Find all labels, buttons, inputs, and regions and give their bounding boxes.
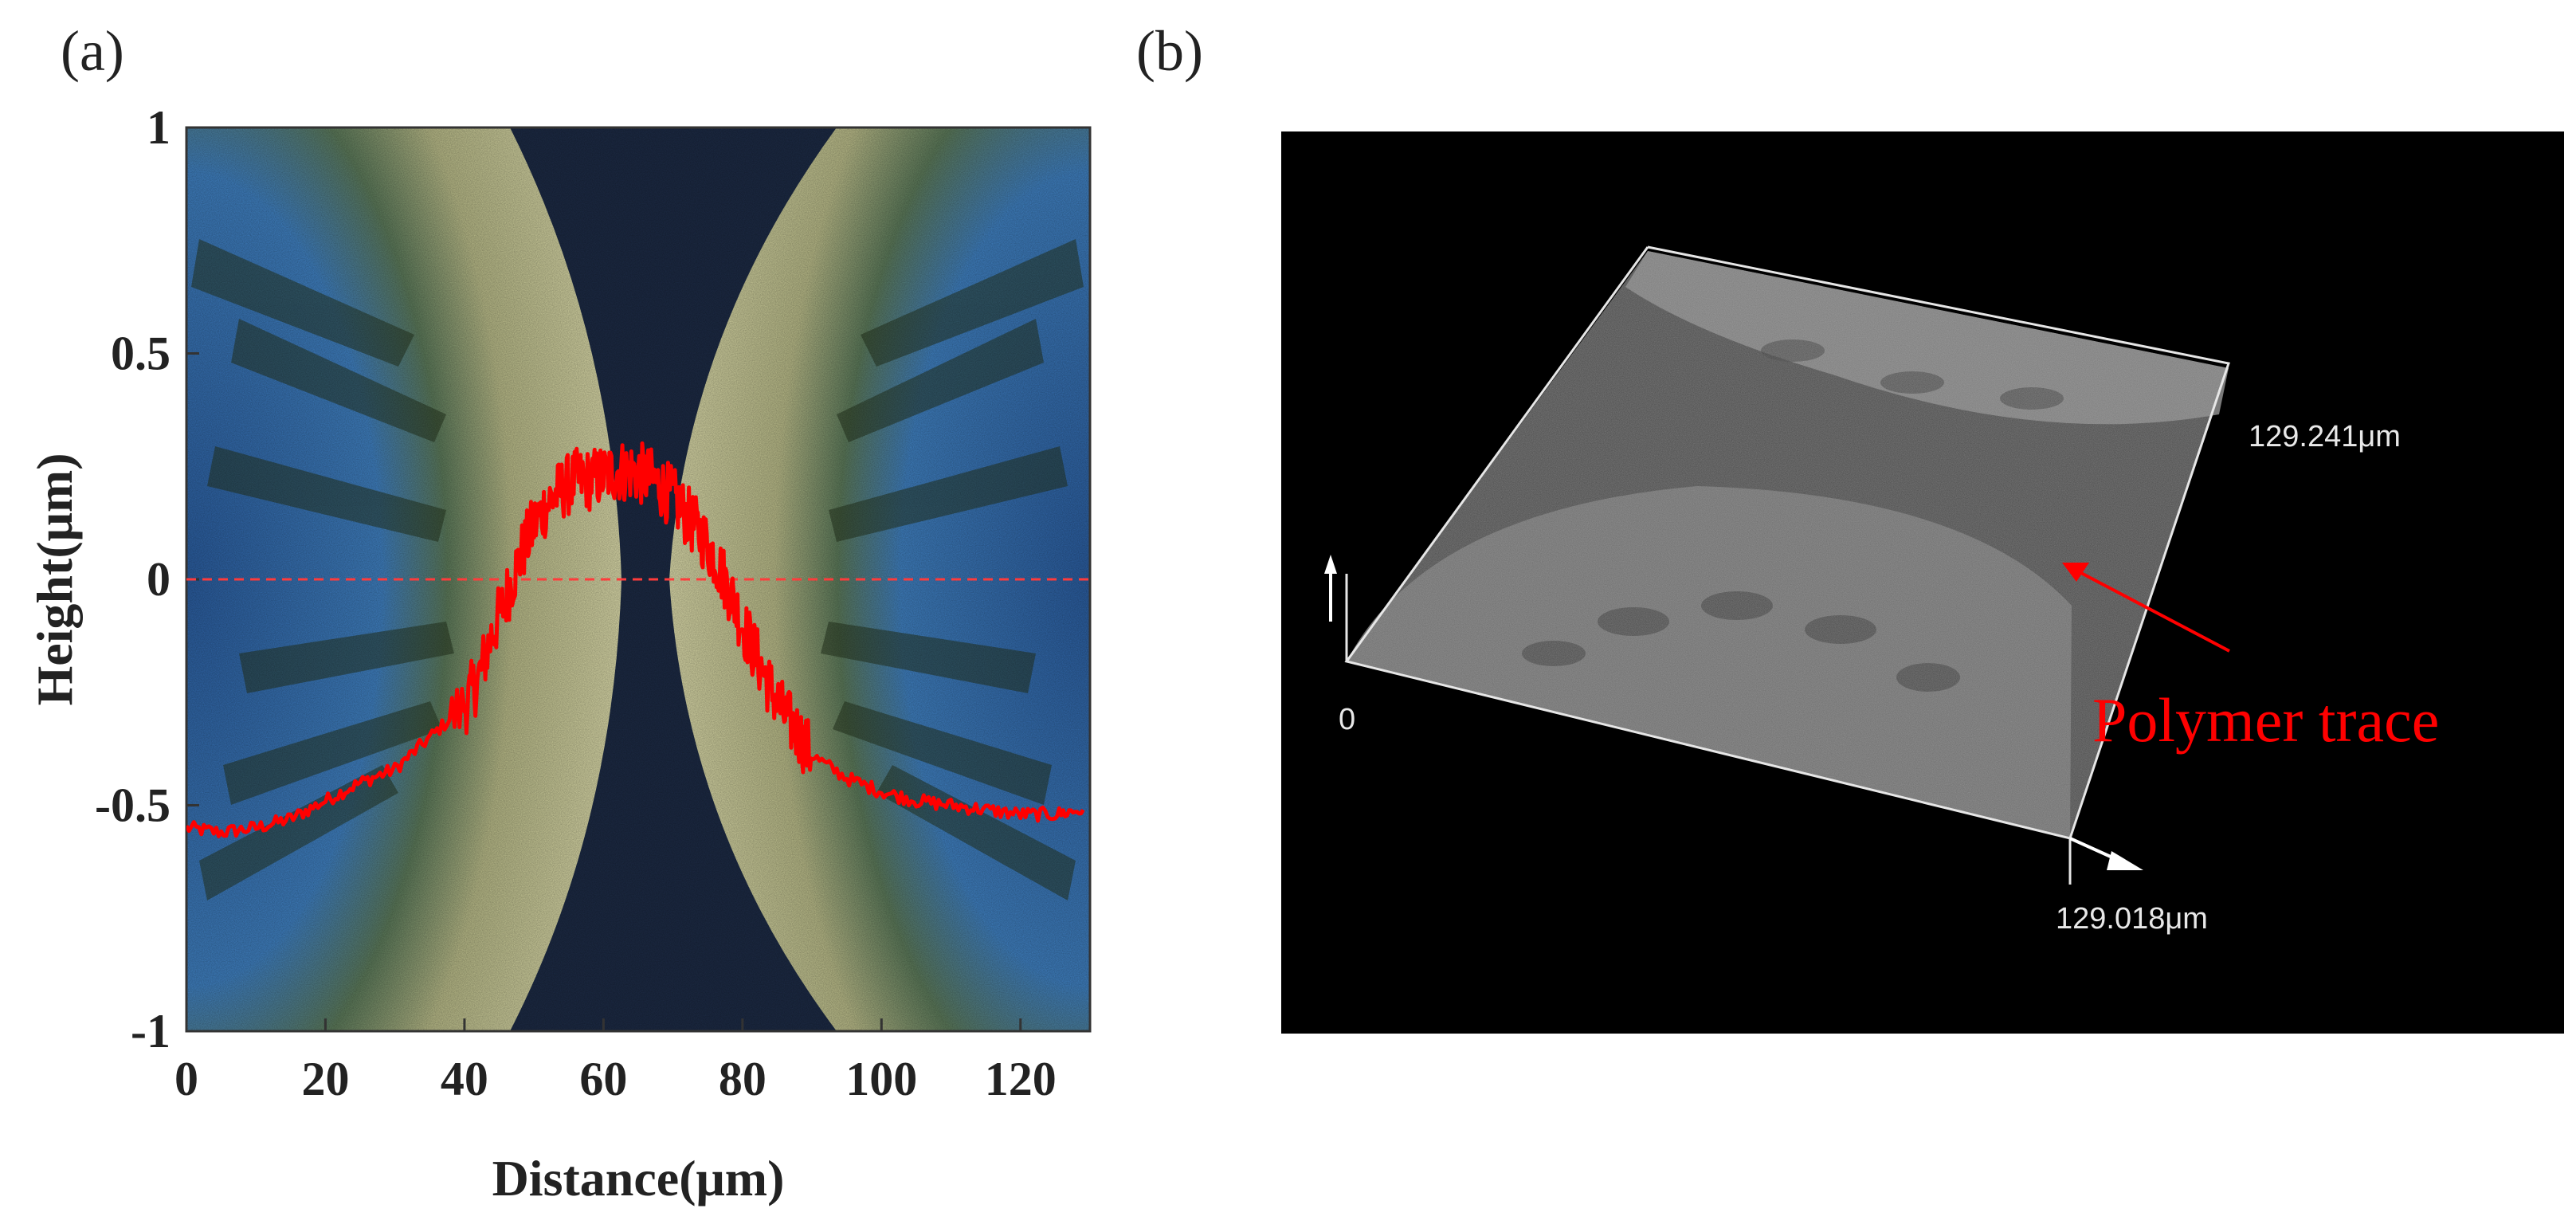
polymer-trace-annotation: Polymer trace [2092, 685, 2439, 755]
x-tick-label: 0 [174, 1053, 198, 1105]
panel-a-label: (a) [61, 19, 124, 83]
x-axis: 0 20 40 60 80 100 120 [174, 1018, 1057, 1105]
x-axis-arrow-icon [2069, 837, 2143, 870]
y-extent-label: 129.241μm [2249, 420, 2401, 453]
z-axis-arrow-icon [1324, 555, 1337, 622]
y-tick-label: -0.5 [95, 779, 171, 832]
x-tick-label: 80 [719, 1053, 767, 1105]
y-axis: -1 -0.5 0 0.5 1 [95, 101, 199, 1057]
y-tick-label: -1 [131, 1005, 171, 1057]
y-tick-label: 0.5 [111, 328, 171, 380]
surface-3d-rendering [1344, 245, 2230, 885]
origin-label: 0 [1339, 703, 1355, 736]
x-tick-label: 120 [985, 1053, 1057, 1105]
x-tick-label: 60 [579, 1053, 627, 1105]
polymer-trace-arrow [2062, 563, 2230, 653]
micrograph-background [186, 128, 1090, 1031]
y-tick-label: 1 [147, 101, 171, 154]
height-profile-line [186, 441, 1085, 838]
x-extent-label: 129.018μm [2056, 902, 2208, 936]
x-tick-label: 20 [301, 1053, 349, 1105]
x-axis-title: Distance(μm) [492, 1150, 785, 1206]
y-axis-title: Height(μm) [26, 453, 83, 705]
panel-b-label: (b) [1136, 19, 1203, 83]
x-tick-label: 40 [441, 1053, 488, 1105]
y-tick-label: 0 [147, 553, 171, 606]
x-tick-label: 100 [845, 1053, 917, 1105]
